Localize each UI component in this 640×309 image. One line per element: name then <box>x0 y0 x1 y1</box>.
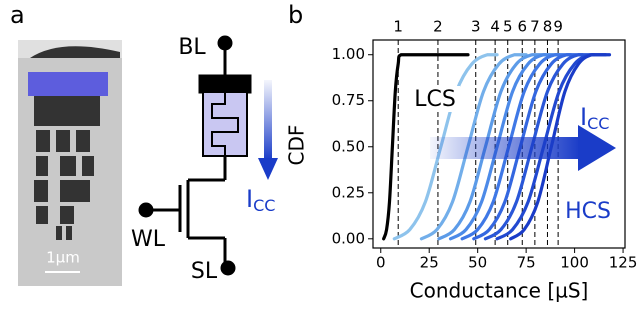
cdf-curve <box>382 53 470 241</box>
current-sub: CC <box>587 114 609 133</box>
reference-label: 1 <box>393 18 403 36</box>
panel-label: a <box>10 1 25 29</box>
cdf-curve <box>437 53 548 241</box>
sl-label: SL <box>191 259 218 284</box>
cdf-curve <box>472 53 584 241</box>
bl-label: BL <box>178 35 206 60</box>
current-label: ICC <box>246 185 275 215</box>
scale-label: 1µm <box>46 249 80 267</box>
current-main: I <box>580 103 587 131</box>
arrow-shaft <box>430 137 580 159</box>
reference-label: 2 <box>433 18 443 36</box>
y-tick-label: 0.00 <box>332 229 365 247</box>
reference-label: 4 <box>490 18 500 36</box>
cdf-curve <box>448 53 561 241</box>
arrow-head <box>578 125 616 171</box>
y-tick-label: 0.25 <box>332 183 365 201</box>
cdf-curve <box>419 53 528 241</box>
x-tick-label: 125 <box>609 254 638 272</box>
reference-label: 8 <box>543 18 553 36</box>
cdf-curve <box>392 53 499 241</box>
y-tick-label: 1.00 <box>332 45 365 63</box>
y-axis-label: CDF <box>285 125 309 166</box>
reference-label: 9 <box>553 18 563 36</box>
x-tick-label: 75 <box>517 254 536 272</box>
x-tick-label: 25 <box>420 254 439 272</box>
wl-label: WL <box>131 227 166 252</box>
reference-label: 5 <box>503 18 513 36</box>
y-tick-label: 0.50 <box>332 137 365 155</box>
current-sub: CC <box>253 196 275 215</box>
lcs-label: LCS <box>414 87 456 112</box>
x-tick-label: 100 <box>560 254 589 272</box>
label-bg <box>410 86 460 112</box>
panel-label: b <box>288 1 303 29</box>
current-main: I <box>246 185 253 213</box>
plot: 0 25 50 75 100 125 0.00 0.25 0.50 0.75 1.00 1 2 3 4 5 6 7… <box>332 18 638 272</box>
cdf-curve <box>509 53 612 241</box>
y-tick-label: 0.75 <box>332 91 365 109</box>
x-tick-label: 50 <box>468 254 487 272</box>
micrograph <box>18 40 122 286</box>
cdf-curve <box>483 53 596 241</box>
reference-label: 6 <box>517 18 527 36</box>
cdf-curve <box>460 53 573 241</box>
reference-label: 7 <box>530 18 540 36</box>
x-tick-label: 0 <box>376 254 386 272</box>
axes-frame <box>372 39 626 249</box>
hcs-label: HCS <box>565 199 611 224</box>
schematic <box>138 35 278 276</box>
reference-label: 3 <box>471 18 481 36</box>
current-label: ICC <box>580 103 609 133</box>
x-axis-label: Conductance [µS] <box>410 279 589 303</box>
